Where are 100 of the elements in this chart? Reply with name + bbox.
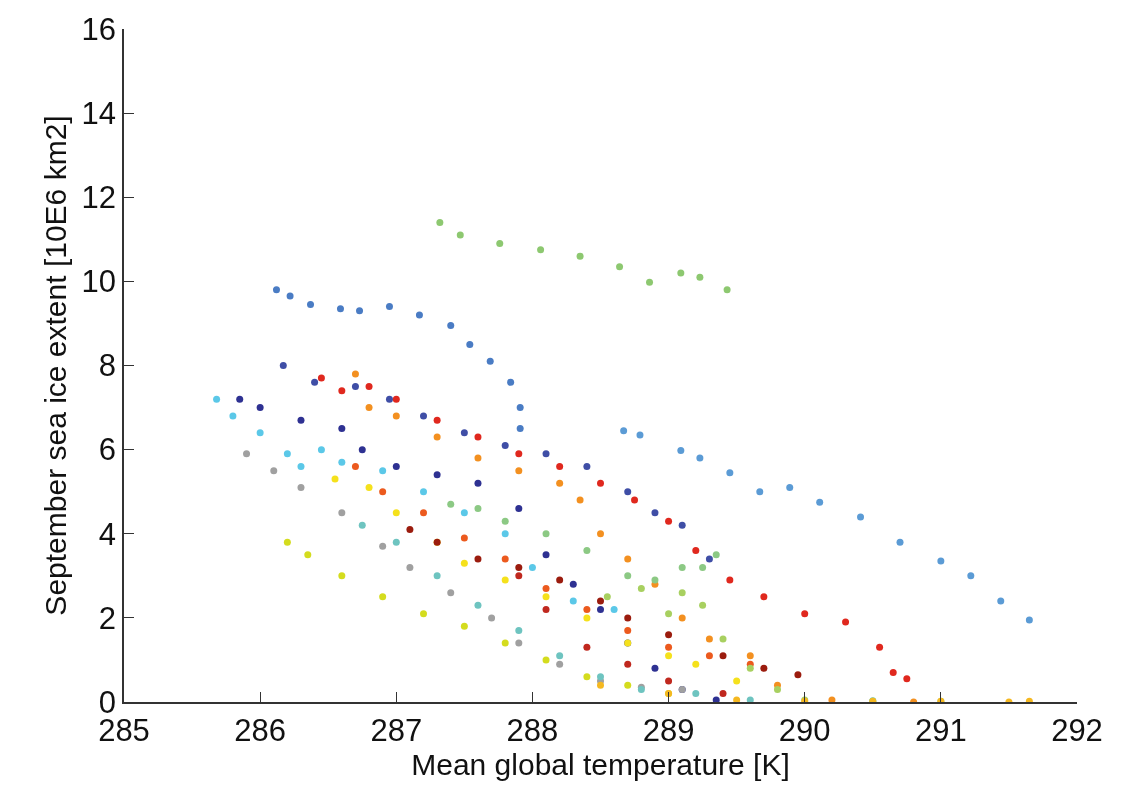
point (651, 664, 659, 672)
point (665, 643, 673, 651)
point (433, 572, 441, 580)
point (351, 370, 359, 378)
point (801, 610, 809, 618)
x-tick-label: 287 (370, 712, 423, 748)
point (358, 521, 366, 529)
point (857, 513, 865, 521)
point (338, 387, 346, 395)
point (726, 469, 734, 477)
x-axis-title: Mean global temperature [K] (411, 747, 790, 781)
point (385, 303, 393, 311)
point (501, 441, 509, 449)
y-tick-label: 16 (81, 11, 117, 47)
point (392, 412, 400, 420)
point (331, 475, 339, 483)
point (515, 450, 523, 458)
point (665, 677, 673, 685)
point (460, 429, 468, 437)
point (624, 660, 632, 668)
point (699, 601, 707, 609)
point (516, 404, 524, 412)
point (515, 505, 523, 513)
point (447, 500, 455, 508)
point (624, 488, 632, 496)
point (420, 488, 428, 496)
point (876, 643, 884, 651)
point (515, 563, 523, 571)
point (678, 614, 686, 622)
point (1025, 616, 1033, 624)
point (937, 557, 945, 565)
point (406, 563, 414, 571)
point (392, 395, 400, 403)
point (304, 551, 312, 559)
point (603, 593, 611, 601)
point (474, 555, 482, 563)
point (624, 572, 632, 580)
point (528, 563, 536, 571)
point (583, 605, 591, 613)
point (583, 643, 591, 651)
point (213, 395, 221, 403)
point (677, 269, 685, 277)
point (583, 673, 591, 681)
point (597, 681, 604, 689)
point (556, 479, 564, 487)
point (723, 286, 731, 294)
point (466, 340, 474, 348)
point (311, 378, 319, 386)
point (385, 395, 393, 403)
point (365, 483, 373, 491)
point (696, 273, 704, 281)
point (379, 488, 387, 496)
point (616, 263, 624, 271)
point (272, 286, 280, 294)
point (620, 427, 628, 435)
point (556, 652, 564, 660)
point (597, 530, 604, 538)
point (624, 626, 632, 634)
point (256, 404, 264, 412)
point (678, 589, 686, 597)
point (270, 467, 278, 475)
point (719, 652, 727, 660)
point (556, 462, 564, 470)
point (433, 416, 441, 424)
point (665, 652, 673, 660)
point (515, 572, 523, 580)
point (286, 292, 294, 300)
point (556, 660, 564, 668)
point (631, 496, 639, 504)
point (474, 454, 482, 462)
point (696, 454, 704, 462)
x-tick-label: 292 (1051, 712, 1103, 748)
point (705, 635, 713, 643)
point (515, 467, 523, 475)
point (283, 538, 291, 546)
point (692, 547, 700, 555)
point (733, 677, 741, 685)
point (456, 231, 464, 239)
point (542, 584, 550, 592)
point (501, 530, 509, 538)
point (624, 555, 632, 563)
point (338, 572, 346, 580)
point (460, 534, 468, 542)
point (496, 240, 504, 248)
point (583, 547, 591, 555)
point (256, 429, 264, 437)
point (651, 509, 659, 517)
point (501, 517, 509, 525)
point (338, 425, 346, 433)
point (279, 362, 287, 369)
point (501, 555, 509, 563)
point (569, 580, 577, 588)
point (756, 488, 764, 496)
point (420, 610, 428, 618)
y-axis-title: September sea ice extent [10E6 km2] (39, 115, 73, 616)
point (677, 446, 685, 454)
point (356, 307, 364, 315)
point (460, 509, 468, 517)
point (692, 660, 700, 668)
point (297, 483, 305, 491)
